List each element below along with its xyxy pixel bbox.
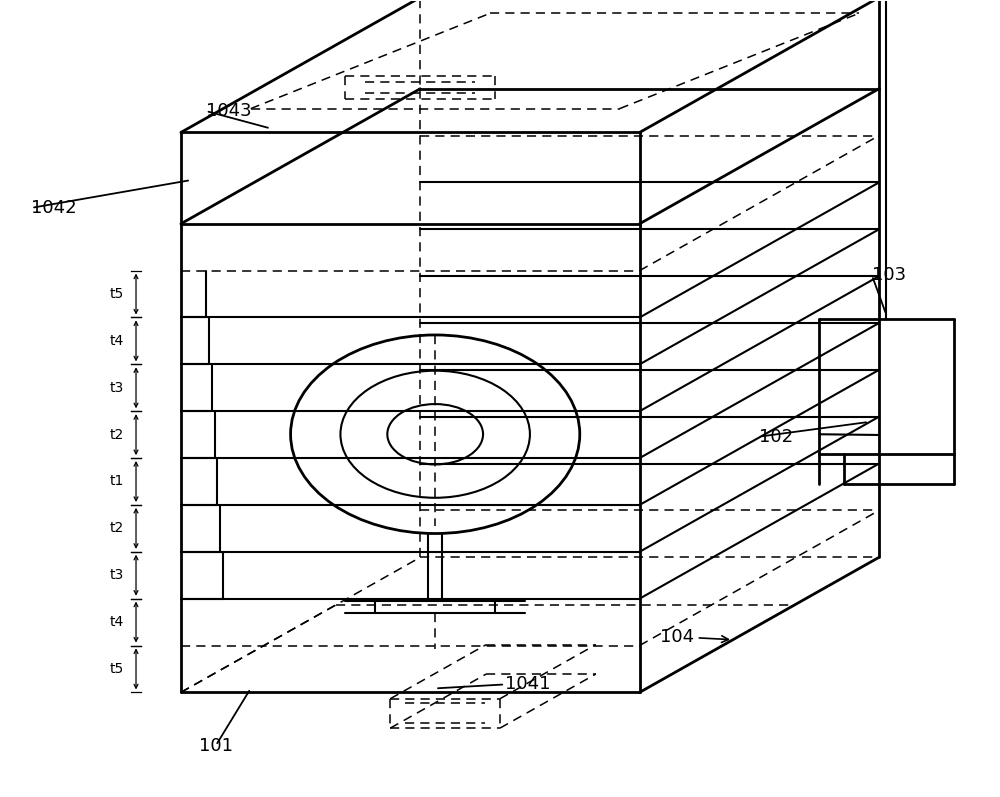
Text: t3: t3 [110,568,124,583]
Text: 101: 101 [199,736,233,755]
Text: 1042: 1042 [31,199,77,217]
Text: t1: t1 [110,474,124,489]
Text: 102: 102 [759,428,793,446]
Text: t4: t4 [110,334,124,348]
Text: t3: t3 [110,381,124,395]
Text: t2: t2 [110,521,124,536]
Text: t5: t5 [110,662,124,676]
Text: t2: t2 [110,428,124,442]
Text: 1043: 1043 [206,102,251,120]
Text: t5: t5 [110,287,124,301]
Text: 104: 104 [660,628,728,646]
Text: 1041: 1041 [505,675,550,693]
Text: t4: t4 [110,615,124,629]
Text: 103: 103 [872,266,906,285]
